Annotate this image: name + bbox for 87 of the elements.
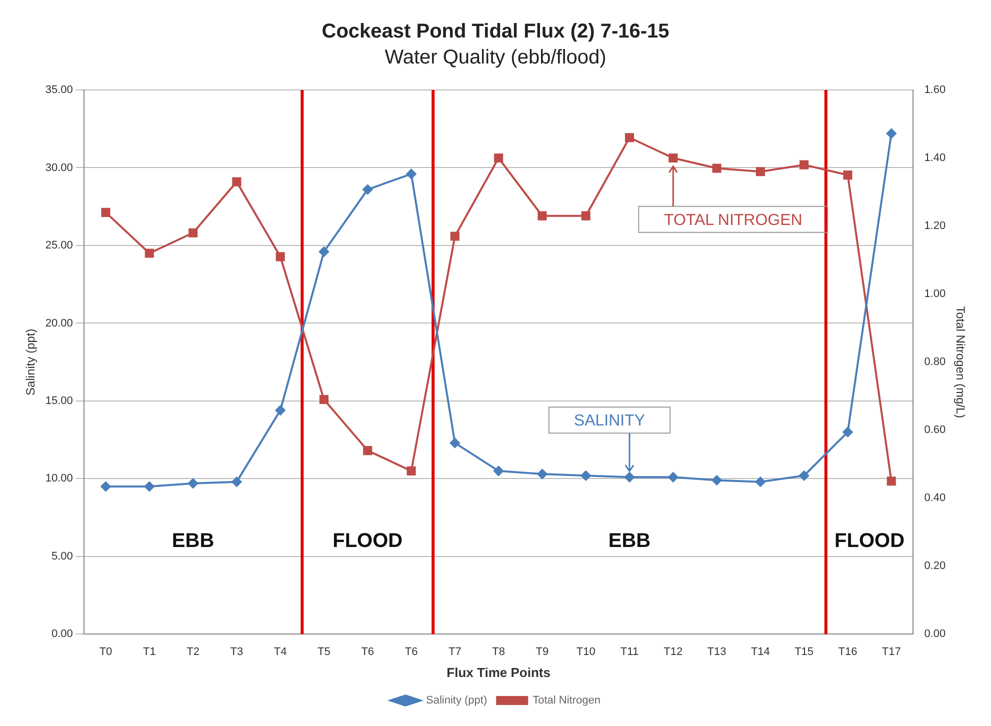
- annotation: FLOOD: [332, 530, 403, 552]
- y-axis-title: Salinity (ppt): [24, 328, 38, 396]
- point: [886, 476, 896, 486]
- point: [756, 167, 765, 176]
- point: [144, 481, 154, 492]
- point: [362, 184, 373, 195]
- point: [232, 476, 242, 487]
- x-tick-label: T17: [882, 646, 901, 658]
- y2-tick-label: 0.60: [924, 424, 946, 436]
- y-tick-label: 15.00: [45, 395, 73, 408]
- x-tick-label: T5: [318, 646, 330, 658]
- point: [494, 466, 504, 476]
- point: [755, 476, 766, 487]
- y-tick-label: 0.00: [52, 628, 73, 640]
- y2-tick-label: 1.60: [924, 84, 946, 96]
- point: [624, 133, 634, 142]
- point: [712, 164, 722, 173]
- point: [318, 246, 329, 257]
- point: [100, 481, 111, 492]
- y-tick-label: 25.00: [45, 240, 73, 252]
- x-tick-label: T14: [750, 646, 770, 658]
- point: [275, 405, 286, 416]
- x-tick-label: T6: [404, 646, 418, 658]
- point: [101, 208, 110, 217]
- y2-axis-title: Total Nitrogen (mg/L): [953, 306, 968, 418]
- y-tick-label: 30.00: [45, 162, 73, 174]
- point: [450, 232, 460, 241]
- annotation: EBB: [172, 530, 214, 552]
- x-tick-label: T15: [794, 646, 814, 658]
- point: [668, 153, 678, 163]
- y-tick-label: 5.00: [52, 550, 73, 562]
- y-tick-label: 20.00: [45, 317, 73, 330]
- point: [363, 446, 372, 456]
- point: [319, 394, 329, 404]
- x-axis-title: Flux Time Points: [446, 664, 550, 680]
- x-tick-label: T13: [707, 646, 726, 658]
- point: [886, 128, 896, 139]
- point: [494, 153, 504, 163]
- point: [450, 438, 460, 448]
- point: [537, 469, 548, 480]
- x-tick-label: T1: [142, 646, 156, 658]
- annotation: EBB: [608, 530, 651, 552]
- x-tick-label: T10: [576, 646, 596, 658]
- x-tick-label: T4: [274, 646, 287, 658]
- x-tick-label: T9: [536, 646, 549, 658]
- point: [406, 168, 416, 179]
- point: [581, 211, 590, 220]
- y-tick-label: 10.00: [45, 472, 73, 485]
- point: [276, 252, 285, 262]
- y2-tick-label: 1.20: [924, 220, 946, 232]
- x-tick-label: T6: [361, 646, 374, 658]
- point: [842, 427, 853, 438]
- point: [668, 472, 678, 482]
- point: [144, 248, 154, 258]
- y2-tick-label: 1.40: [924, 152, 946, 164]
- y2-tick-label: 0.40: [924, 492, 946, 504]
- point: [188, 478, 198, 488]
- point: [712, 475, 722, 486]
- x-tick-label: T12: [664, 646, 683, 658]
- annotation: TOTAL NITROGEN: [664, 212, 802, 229]
- x-tick-label: T0: [99, 646, 112, 658]
- point: [580, 470, 591, 481]
- x-tick-label: T2: [186, 646, 200, 658]
- x-tick-label: T3: [230, 646, 244, 658]
- x-tick-label: T11: [620, 646, 639, 658]
- point: [406, 466, 416, 476]
- y2-tick-label: 0.20: [924, 560, 946, 572]
- point: [232, 177, 242, 186]
- annotation: SALINITY: [574, 412, 646, 430]
- annotation: FLOOD: [834, 530, 905, 552]
- legend-label: Total Nitrogen: [532, 694, 601, 707]
- point: [624, 472, 634, 482]
- legend-label: Salinity (ppt): [426, 694, 488, 707]
- y-tick-label: 35.00: [45, 84, 73, 96]
- y2-tick-label: 0.80: [924, 356, 946, 368]
- point: [843, 170, 852, 180]
- x-tick-label: T16: [838, 646, 858, 658]
- point: [799, 470, 810, 481]
- point: [538, 211, 547, 220]
- chart-subtitle: Water Quality (ebb/flood): [384, 46, 606, 69]
- y2-tick-label: 1.00: [924, 288, 946, 300]
- point: [188, 228, 198, 238]
- point: [800, 160, 809, 170]
- x-tick-label: T8: [492, 646, 505, 658]
- y2-tick-label: 0.00: [924, 628, 946, 640]
- chart-title: Cockeast Pond Tidal Flux (2) 7-16-15: [322, 20, 670, 43]
- x-tick-label: T7: [448, 646, 462, 658]
